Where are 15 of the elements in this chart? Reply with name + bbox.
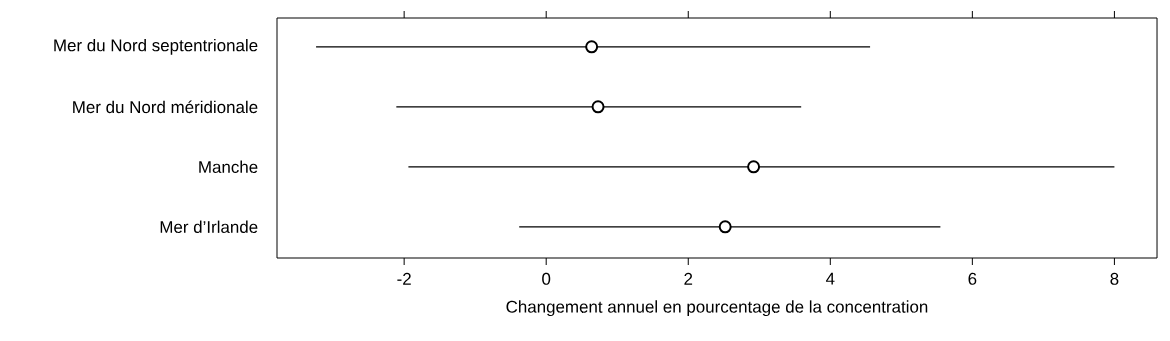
y-tick-label: Mer d’Irlande bbox=[160, 220, 258, 234]
x-tick-label: 0 bbox=[542, 272, 551, 285]
y-tick-label: Mer du Nord septentrionale bbox=[54, 38, 258, 55]
x-tick-label: 6 bbox=[968, 272, 977, 285]
point bbox=[585, 40, 599, 54]
x-tick-label: 2 bbox=[684, 272, 693, 285]
x-tick-label: -2 bbox=[397, 272, 411, 285]
point bbox=[747, 160, 761, 174]
y-tick-label: Mer du Nord méridionale bbox=[73, 100, 258, 114]
y-tick-label: Manche bbox=[199, 160, 258, 174]
x-tick-label: 8 bbox=[1110, 272, 1119, 285]
point bbox=[718, 220, 732, 234]
x-axis-title: Changement annuel en pourcentage de la concentration bbox=[506, 300, 928, 317]
x-tick-label: 4 bbox=[825, 272, 835, 285]
point bbox=[591, 100, 605, 114]
